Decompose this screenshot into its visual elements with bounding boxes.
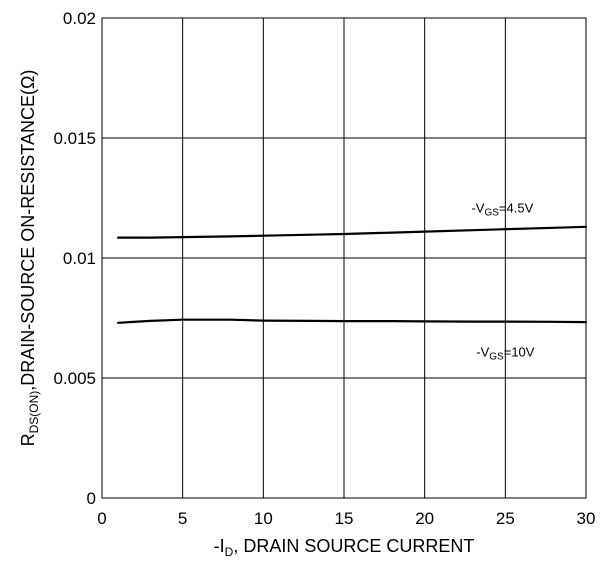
grid xyxy=(101,17,587,499)
y-tick-label: 0 xyxy=(87,489,96,508)
series-line-1 xyxy=(117,318,588,324)
x-tick-label: 5 xyxy=(178,509,187,528)
series-label-vgs-4-5v: -VGS=4.5V xyxy=(471,200,533,218)
x-tick-label: 20 xyxy=(415,509,434,528)
x-tick-label: 15 xyxy=(335,509,354,528)
y-tick-label: 0.015 xyxy=(53,129,96,148)
x-axis-title: -ID, DRAIN SOURCE CURRENT xyxy=(214,536,475,559)
y-axis-title: RDS(ON),DRAIN-SOURCE ON-RESISTANCE(Ω) xyxy=(18,70,41,447)
y-tick-label: 0.01 xyxy=(63,249,96,268)
x-tick-label: 0 xyxy=(97,509,106,528)
x-tick-label: 30 xyxy=(577,509,596,528)
series-group xyxy=(117,225,588,324)
series-label-vgs-10v: -VGS=10V xyxy=(476,344,535,362)
x-tick-label: 10 xyxy=(254,509,273,528)
y-tick-label: 0.02 xyxy=(63,9,96,28)
series-line-0 xyxy=(117,225,588,239)
plot-frame xyxy=(101,17,587,499)
y-tick-label: 0.005 xyxy=(53,369,96,388)
x-tick-labels: 0 5 10 15 20 25 30 xyxy=(97,509,595,528)
y-tick-labels: 0 0.005 0.01 0.015 0.02 xyxy=(53,9,96,508)
x-tick-label: 25 xyxy=(496,509,515,528)
